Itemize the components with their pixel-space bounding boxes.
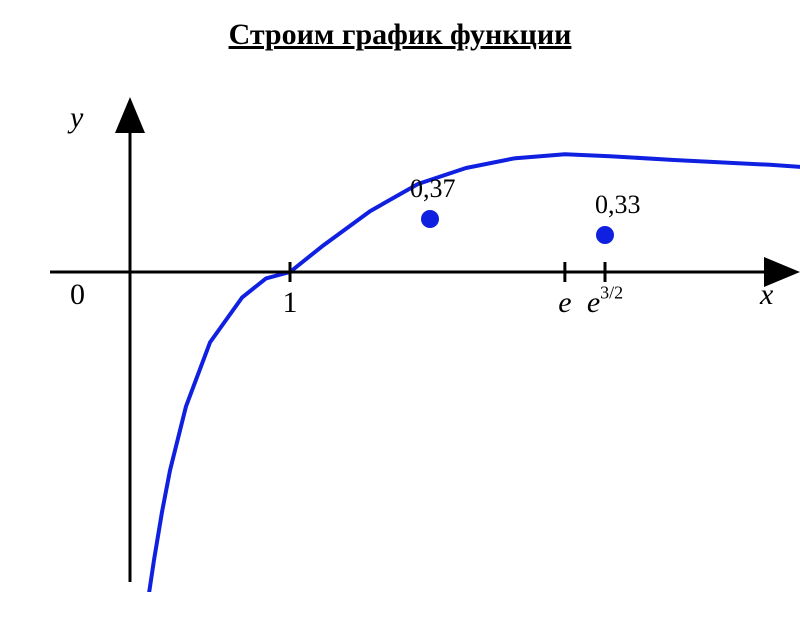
x-tick-label: e3/2 [587,283,623,320]
data-point [421,210,439,228]
origin-label: 0 [70,278,85,311]
y-axis-label: y [67,101,84,134]
x-axis-label: x [759,278,774,311]
function-plot: 1 e e3/2 0,37 0,33 y x 0 [0,52,800,592]
x-tick-label: 1 [283,286,298,319]
data-point [596,226,614,244]
function-curve [149,154,800,592]
page-title: Строим график функции [0,18,800,52]
data-point-label: 0,37 [410,174,456,203]
data-point-label: 0,33 [595,190,641,219]
x-tick-label: e [558,286,571,319]
chart-container: 1 e e3/2 0,37 0,33 y x 0 [0,52,800,592]
